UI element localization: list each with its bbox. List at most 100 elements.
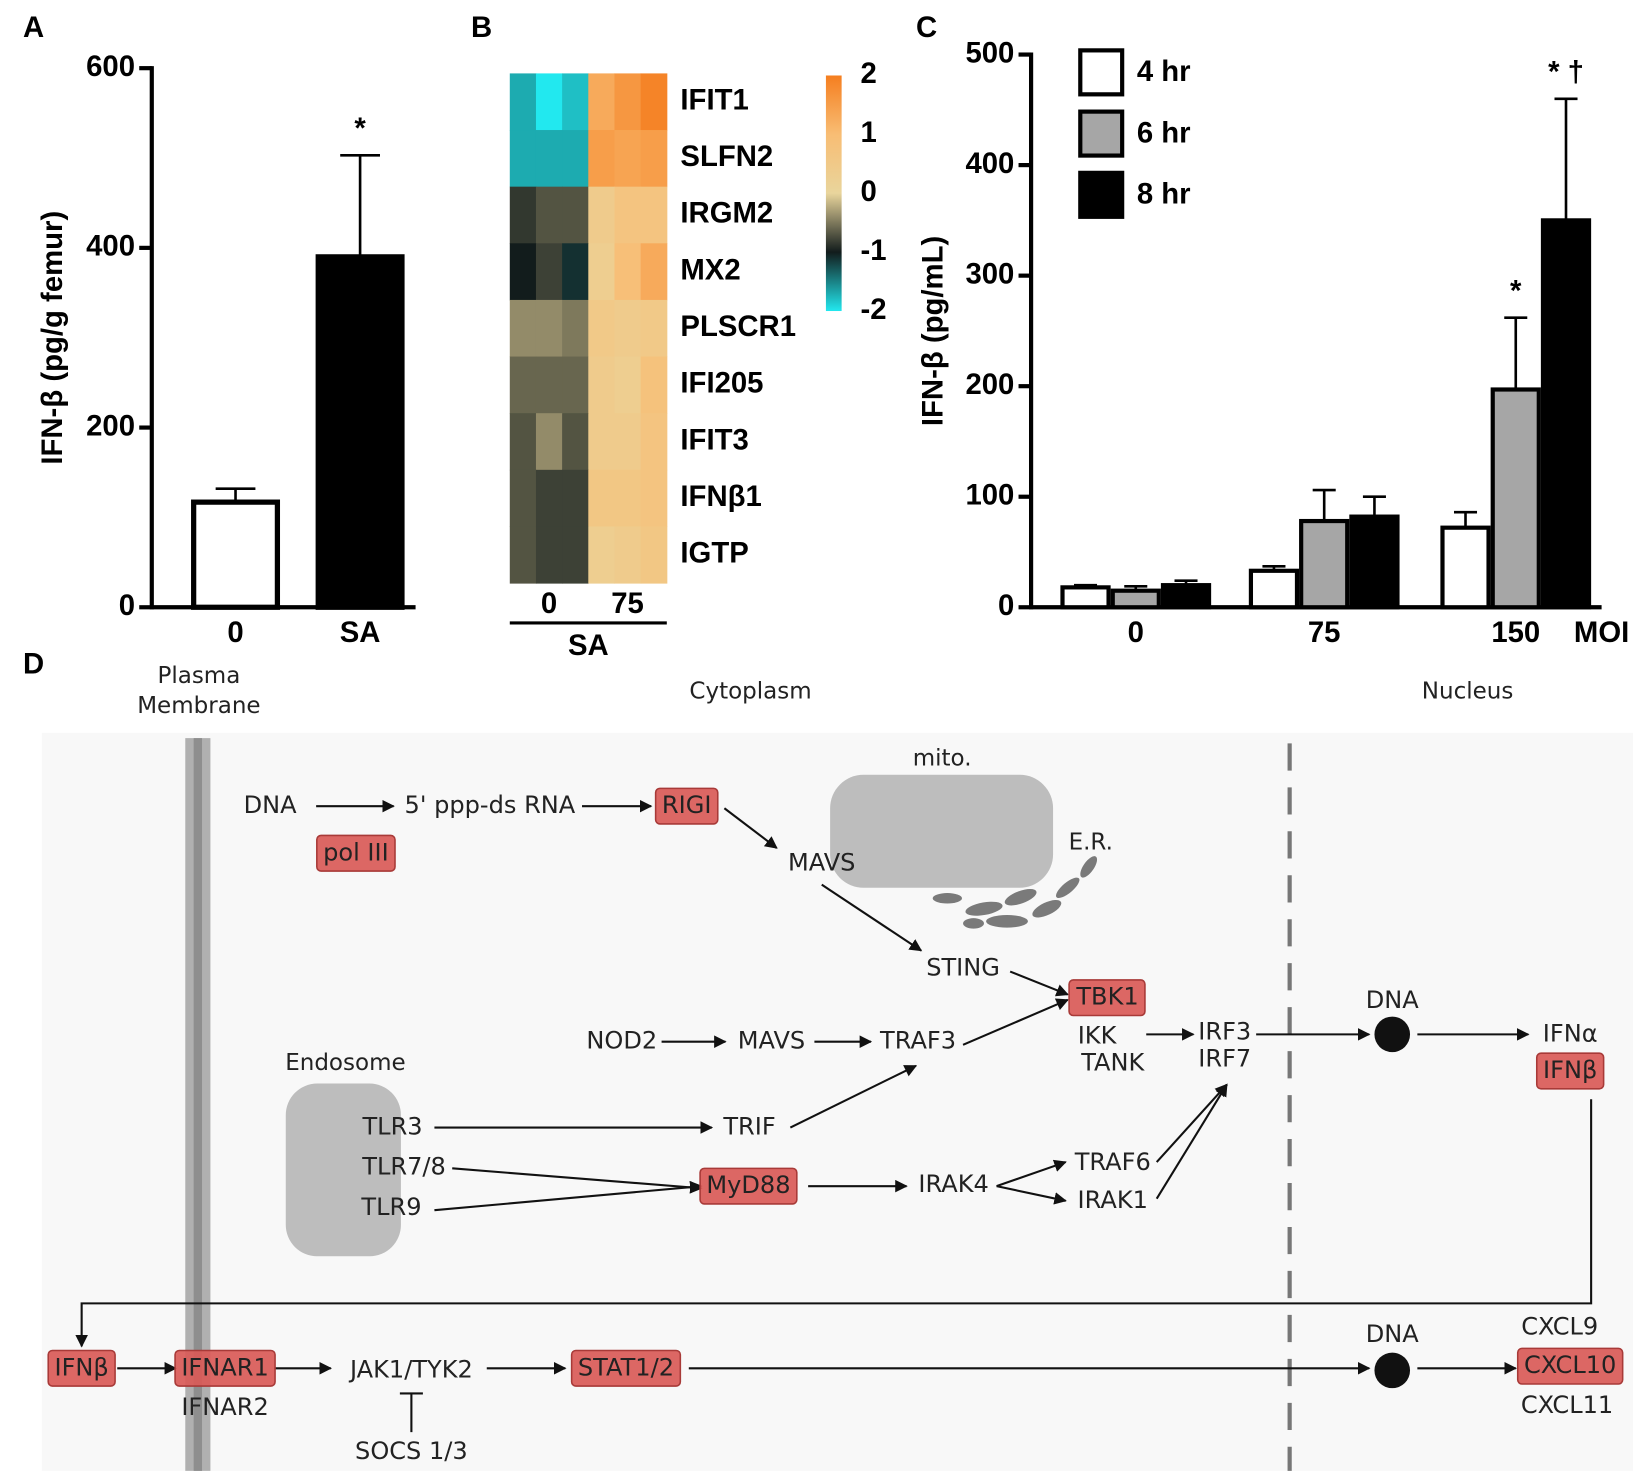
arrow xyxy=(1155,1083,1228,1163)
y-tick-label: 400 xyxy=(965,147,1014,180)
bar xyxy=(1440,525,1491,610)
compartment-label: E.R. xyxy=(1069,829,1113,855)
highlight-box xyxy=(316,834,396,872)
heatmap-cell xyxy=(562,413,589,471)
arrow xyxy=(996,1185,1067,1205)
legend-label: 4 hr xyxy=(1137,55,1191,88)
node-label: IFNβ xyxy=(1543,1056,1597,1084)
heatmap-cell xyxy=(535,130,563,188)
bar xyxy=(1110,588,1161,610)
arrow xyxy=(75,1099,1593,1348)
heatmap-cell xyxy=(535,413,563,471)
x-tick-label: 75 xyxy=(1308,616,1341,649)
heatmap-cell xyxy=(509,469,537,527)
x-axis-label: SA xyxy=(568,629,609,662)
highlight-box xyxy=(174,1349,276,1387)
node-label: IRAK4 xyxy=(918,1170,988,1198)
panel-letter: A xyxy=(23,11,44,44)
region-label: Plasma xyxy=(157,663,240,689)
highlight-box xyxy=(1516,1347,1624,1385)
row-label: IRGM2 xyxy=(680,197,773,230)
highlight-box xyxy=(654,787,719,825)
node-label: IKK xyxy=(1078,1021,1118,1049)
heatmap-cell xyxy=(614,356,642,414)
y-tick-label: 300 xyxy=(965,257,1014,290)
highlight-box xyxy=(699,1167,798,1205)
legend-swatch xyxy=(1078,109,1125,158)
panel-letter: C xyxy=(916,11,937,44)
x-tick-label: SA xyxy=(340,616,381,649)
highlight-box xyxy=(47,1349,116,1387)
heatmap-cell xyxy=(614,243,642,301)
legend-label: 8 hr xyxy=(1137,178,1191,211)
row-label: MX2 xyxy=(680,253,740,286)
endoplasmic-reticulum xyxy=(932,856,1098,929)
heatmap-cell xyxy=(640,356,668,414)
highlight-box xyxy=(1068,979,1146,1017)
node-label: MAVS xyxy=(788,849,855,877)
node-label: TRIF xyxy=(722,1113,775,1141)
bar xyxy=(1299,518,1350,610)
heatmap-cell xyxy=(535,299,563,358)
row-label: IFIT1 xyxy=(680,83,748,116)
region-label: Nucleus xyxy=(1422,679,1514,705)
node-label: IFNAR2 xyxy=(181,1393,268,1421)
significance-label: * xyxy=(354,112,366,145)
bar xyxy=(1490,387,1541,610)
colorbar xyxy=(825,75,842,312)
bar xyxy=(191,499,281,610)
row-label: IFNβ1 xyxy=(680,480,761,513)
node-label: TBK1 xyxy=(1075,983,1138,1011)
x-tick-label: 150 xyxy=(1491,616,1540,649)
node-label: IFNα xyxy=(1543,1019,1598,1047)
heatmap-cell xyxy=(509,413,537,471)
heatmap-cell xyxy=(535,356,563,414)
heatmap-cell xyxy=(509,186,537,244)
heatmap-cell xyxy=(535,243,563,301)
heatmap-cell xyxy=(562,243,589,301)
bar xyxy=(1349,514,1400,610)
node-label: DNA xyxy=(244,791,298,819)
row-label: SLFN2 xyxy=(680,140,773,173)
highlight-box xyxy=(570,1349,682,1387)
node-label: IFNβ xyxy=(55,1353,109,1381)
node-label: TLR7/8 xyxy=(361,1152,446,1180)
heatmap-cell xyxy=(588,73,615,131)
mitochondrion xyxy=(830,774,1054,888)
node-label: IRF3 xyxy=(1198,1017,1251,1045)
y-tick-label: 0 xyxy=(119,589,135,622)
heatmap-cell xyxy=(535,526,563,584)
y-tick-label: 100 xyxy=(965,478,1014,511)
y-tick-label: 200 xyxy=(965,368,1014,401)
heatmap-cell xyxy=(509,526,537,584)
heatmap-cell xyxy=(640,73,668,131)
legend-swatch xyxy=(1078,48,1125,97)
bar xyxy=(1540,218,1592,610)
heatmap-cell xyxy=(614,73,642,131)
node-label: JAK1/TYK2 xyxy=(348,1355,473,1383)
node-label: RIGI xyxy=(662,791,712,819)
heatmap-cell xyxy=(509,299,537,358)
arrow xyxy=(452,1167,703,1194)
node-label: DNA xyxy=(1366,1320,1420,1348)
colorbar-tick-label: 1 xyxy=(860,116,876,149)
y-tick-label: 200 xyxy=(86,409,135,442)
node-label: IRF7 xyxy=(1198,1044,1251,1072)
region-label: Membrane xyxy=(137,693,260,719)
node-label: TLR9 xyxy=(360,1193,421,1221)
x-tick-label: 0 xyxy=(1128,616,1144,649)
legend-swatch xyxy=(1078,170,1125,219)
node-label: MyD88 xyxy=(706,1171,790,1199)
heatmap-cell xyxy=(588,413,615,471)
row-label: IGTP xyxy=(680,537,748,570)
arrow xyxy=(996,1159,1067,1188)
heatmap-cell xyxy=(535,186,563,244)
heatmap-cell xyxy=(562,73,589,131)
arrow xyxy=(1155,1083,1228,1200)
heatmap-cell xyxy=(509,130,537,188)
y-tick-label: 500 xyxy=(965,36,1014,69)
compartment-label: Endosome xyxy=(285,1050,405,1076)
node-label: pol III xyxy=(323,838,389,866)
